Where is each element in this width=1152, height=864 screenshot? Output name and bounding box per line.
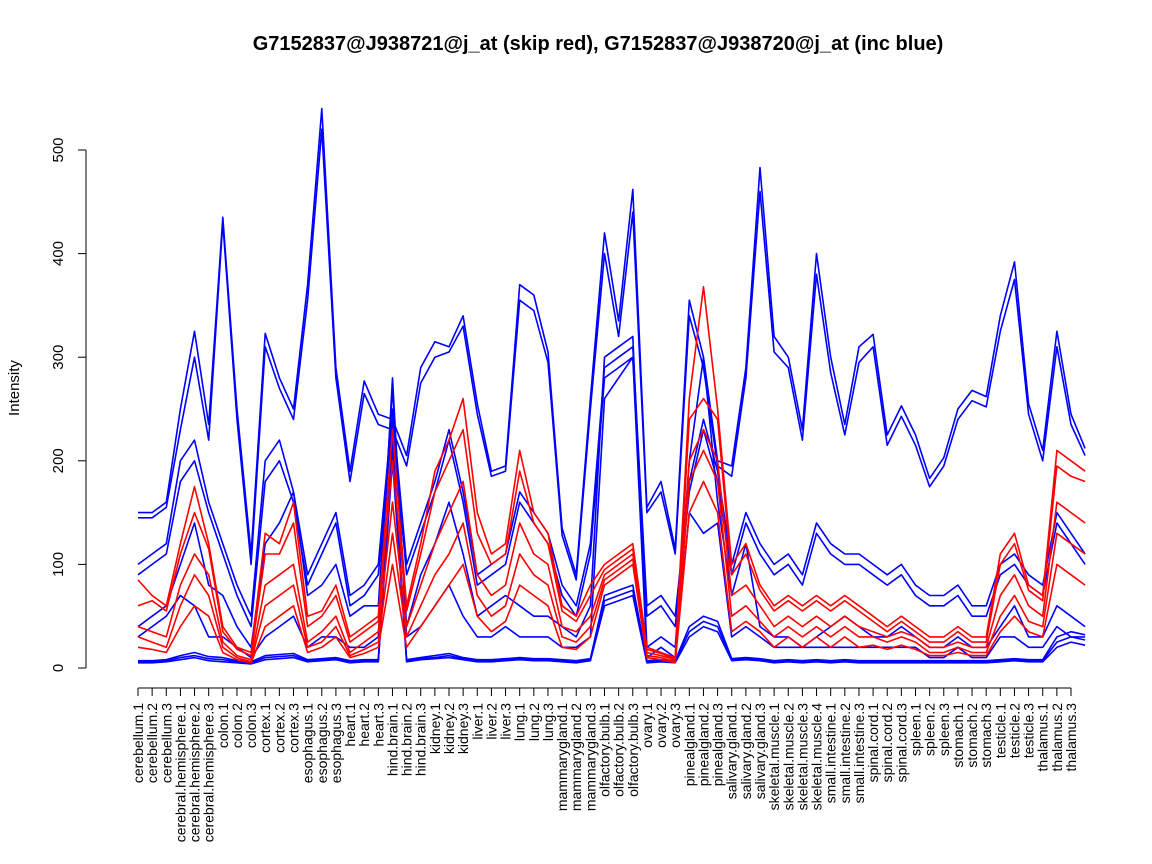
x-tick-label: salivary.gland.3 [752, 703, 768, 799]
x-tick-label: lung.1 [512, 703, 528, 741]
x-tick-label: cortex.1 [257, 703, 273, 753]
skip-red-line-13 [137, 480, 1086, 664]
x-tick-label: kidney.2 [441, 703, 457, 754]
x-tick-label: liver.1 [469, 703, 485, 740]
x-tick-label: heart.3 [370, 703, 386, 747]
x-tick-label: testicle.3 [1021, 703, 1037, 758]
x-tick-label: olfactory.bulb.1 [597, 703, 613, 797]
x-tick-label: olfactory.bulb.3 [625, 703, 641, 797]
x-tick-label: lung.2 [526, 703, 542, 741]
x-tick-label: cerebral.hemisphere.2 [187, 703, 203, 843]
x-tick-label: skeletal.muscle.3 [794, 703, 810, 811]
x-tick-label: esophagus.3 [328, 703, 344, 783]
x-tick-label: heart.1 [342, 703, 358, 747]
x-tick-label: cerebellum.1 [130, 703, 146, 783]
x-tick-label: mammarygland.3 [582, 703, 598, 811]
chart-title: G7152837@J938721@j_at (skip red), G71528… [253, 33, 944, 55]
series-lines [137, 107, 1086, 665]
inc-blue-line-2 [137, 335, 1086, 649]
x-tick-label: thalamus.1 [1035, 703, 1051, 772]
x-tick-label: salivary.gland.2 [738, 703, 754, 799]
inc-blue-line-5 [137, 356, 1086, 628]
inc-blue-line-7 [138, 449, 1086, 664]
x-tick-label: hind.brain.3 [413, 703, 429, 776]
y-axis: 0 100 200 300 400 500 [50, 137, 87, 672]
x-tick-label: salivary.gland.1 [724, 703, 740, 799]
x-tick-label: small.intestine.1 [823, 703, 839, 804]
y-tick-label: 300 [50, 345, 67, 370]
x-tick-label: cortex.3 [286, 703, 302, 753]
inc-blue-line-8 [138, 439, 1086, 663]
x-tick-label: small.intestine.3 [851, 703, 867, 804]
x-tick-label: spinal.cord.3 [893, 703, 909, 783]
x-tick-label: pinealgland.1 [681, 703, 697, 787]
y-tick-label: 0 [50, 664, 67, 672]
x-tick-label: skeletal.muscle.4 [809, 703, 825, 811]
x-tick-label: colon.2 [229, 703, 245, 748]
x-tick-label: cerebellum.3 [158, 703, 174, 783]
x-tick-label: spinal.cord.2 [879, 703, 895, 783]
x-tick-label: lung.3 [540, 703, 556, 741]
x-tick-label: pinealgland.2 [695, 703, 711, 787]
x-tick-label: spleen.1 [908, 703, 924, 756]
skip-red-line-10 [137, 397, 1086, 660]
x-tick-label: skeletal.muscle.1 [766, 703, 782, 811]
x-tick-label: small.intestine.2 [837, 703, 853, 804]
x-tick-label: pinealgland.3 [710, 703, 726, 787]
x-tick-label: stomach.1 [950, 703, 966, 768]
skip-red-line-12 [137, 449, 1086, 663]
x-tick-label: olfactory.bulb.2 [611, 703, 627, 797]
x-tick-label: testicle.1 [992, 703, 1008, 758]
x-tick-label: stomach.3 [978, 703, 994, 768]
x-tick-label: esophagus.1 [300, 703, 316, 783]
skip-red-line-11 [137, 428, 1086, 661]
x-tick-label: stomach.2 [964, 703, 980, 768]
x-tick-label: cerebral.hemisphere.1 [172, 703, 188, 843]
x-tick-label: liver.3 [498, 703, 514, 740]
inc-blue-line-4 [137, 345, 1086, 618]
x-tick-label: heart.2 [356, 703, 372, 747]
inc-blue-line-0 [138, 107, 1086, 576]
x-tick-label: colon.3 [243, 703, 259, 748]
x-tick-label: mammarygland.1 [554, 703, 570, 811]
x-tick-label: colon.1 [215, 703, 231, 748]
x-tick-label: esophagus.2 [314, 703, 330, 783]
inc-blue-line-1 [138, 128, 1086, 581]
x-tick-label: cortex.2 [271, 703, 287, 753]
x-tick-label: spleen.2 [922, 703, 938, 756]
x-tick-label: skeletal.muscle.2 [780, 703, 796, 811]
x-tick-label: hind.brain.2 [399, 703, 415, 776]
x-tick-label: ovary.2 [653, 703, 669, 748]
y-tick-label: 200 [50, 448, 67, 473]
y-tick-label: 400 [50, 241, 67, 266]
x-tick-label: testicle.2 [1006, 703, 1022, 758]
x-tick-label: ovary.1 [639, 703, 655, 748]
x-tick-label: spinal.cord.1 [865, 703, 881, 783]
x-tick-label: hind.brain.1 [384, 703, 400, 776]
x-tick-label: kidney.1 [427, 703, 443, 754]
inc-blue-line-3 [137, 356, 1086, 659]
skip-red-line-9 [137, 285, 1086, 659]
x-tick-label: thalamus.3 [1063, 703, 1079, 772]
x-axis: cerebellum.1cerebellum.2cerebellum.3cere… [130, 687, 1079, 843]
x-tick-label: thalamus.2 [1049, 703, 1065, 772]
x-tick-label: spleen.3 [936, 703, 952, 756]
x-tick-label: kidney.3 [455, 703, 471, 754]
x-tick-label: ovary.3 [667, 703, 683, 748]
x-tick-label: cerebral.hemisphere.3 [201, 703, 217, 843]
y-tick-label: 500 [50, 137, 67, 162]
x-tick-label: mammarygland.2 [568, 703, 584, 811]
x-tick-label: liver.2 [483, 703, 499, 740]
x-tick-label: cerebellum.2 [144, 703, 160, 783]
y-axis-label: Intensity [6, 360, 23, 416]
y-tick-label: 100 [50, 552, 67, 577]
inc-blue-line-6 [138, 459, 1086, 665]
